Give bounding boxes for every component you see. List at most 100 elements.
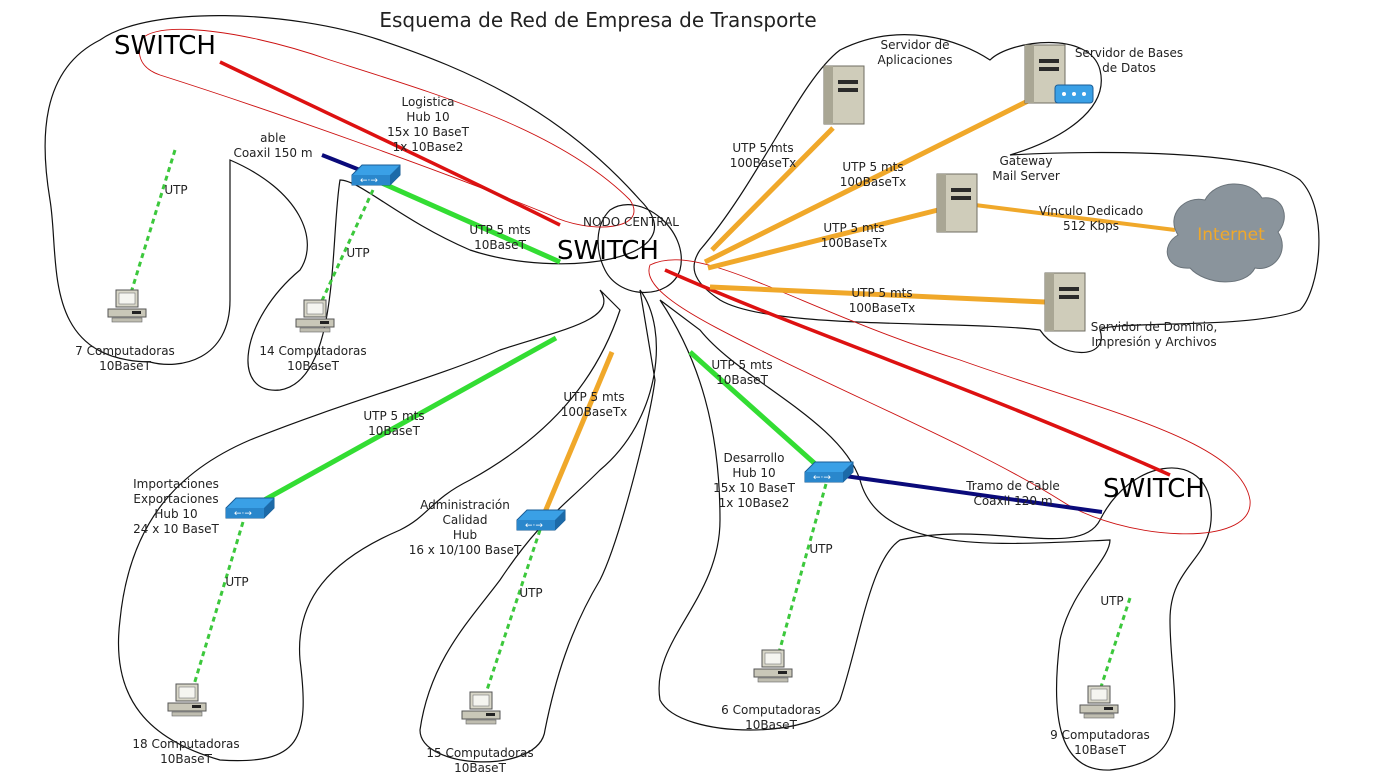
- utp-label-c9: UTP: [1100, 594, 1123, 608]
- coax-desarrollo: [844, 474, 1103, 514]
- pc-c15-icon: [461, 691, 501, 725]
- hub-importaciones-icon: [225, 497, 275, 520]
- server-dominio-label-line-1: Impresión y Archivos: [1091, 335, 1216, 349]
- utp-c15: [483, 529, 542, 697]
- utp-c9: [1098, 597, 1132, 691]
- utp-label-c15: UTP: [519, 586, 542, 600]
- cable-administracion: [542, 351, 615, 513]
- link-dominio-label-line-1: 100BaseTx: [849, 301, 916, 315]
- computers-c9-label-line-0: 9 Computadoras: [1050, 728, 1150, 742]
- internet-link-label: Vínculo Dedicado 512 Kbps: [1039, 204, 1143, 233]
- hub-importaciones-label-line-1: Exportaciones: [133, 492, 218, 506]
- utp-c6: [776, 483, 828, 657]
- hub-desarrollo-label-line-3: 1x 10Base2: [719, 496, 790, 510]
- server-aplicaciones-label-line-0: Servidor de: [880, 38, 949, 52]
- link-gateway-label-line-0: UTP 5 mts: [823, 221, 884, 235]
- link-desarrollo-label: UTP 5 mts 10BaseT: [711, 358, 772, 387]
- computers-c7-label: 7 Computadoras 10BaseT: [75, 344, 175, 373]
- pc-c9-icon: [1079, 685, 1119, 719]
- internet-cloud: Internet: [1166, 183, 1285, 283]
- link-logistica-label-line-1: 10BaseT: [474, 238, 526, 252]
- pc-c7-icon: [107, 289, 147, 323]
- computers-c15-label: 15 Computadoras 10BaseT: [426, 746, 533, 775]
- link-logistica-label-line-0: UTP 5 mts: [469, 223, 530, 237]
- link-gateway-label: UTP 5 mts 100BaseTx: [821, 221, 888, 250]
- internet-link-label-line-0: Vínculo Dedicado: [1039, 204, 1143, 218]
- cable-logistica: [373, 177, 562, 265]
- server-dominio-label-line-0: Servidor de Dominio,: [1091, 320, 1218, 334]
- database-icon: [1054, 84, 1094, 104]
- hub-administracion-label-line-1: Calidad: [443, 513, 488, 527]
- hub-desarrollo-label: Desarrollo Hub 10 15x 10 BaseT 1x 10Base2: [713, 451, 795, 510]
- hub-logistica-label: Logistica Hub 10 15x 10 BaseT 1x 10Base2: [387, 95, 469, 154]
- cable-gateway: [707, 207, 939, 271]
- outline-left-lower: [118, 289, 621, 762]
- hub-importaciones-label-line-0: Importaciones: [133, 477, 219, 491]
- link-aplicaciones-label-line-1: 100BaseTx: [730, 156, 797, 170]
- hub-administracion-label-line-3: 16 x 10/100 BaseT: [409, 543, 522, 557]
- computers-c14-label-line-1: 10BaseT: [287, 359, 339, 373]
- link-importaciones-label-line-0: UTP 5 mts: [363, 409, 424, 423]
- computers-c9-label: 9 Computadoras 10BaseT: [1050, 728, 1150, 757]
- link-desarrollo-label-line-1: 10BaseT: [716, 373, 768, 387]
- computers-c15-label-line-1: 10BaseT: [454, 761, 506, 775]
- computers-c18-label-line-0: 18 Computadoras: [132, 737, 239, 751]
- utp-c18: [191, 521, 245, 689]
- link-administracion-label-line-0: UTP 5 mts: [563, 390, 624, 404]
- server-dominio-label: Servidor de Dominio, Impresión y Archivos: [1091, 320, 1218, 349]
- server-bases-datos-label: Servidor de Bases de Datos: [1075, 46, 1183, 75]
- switch-label-top-left: SWITCH: [114, 31, 216, 61]
- hub-administracion-icon: [516, 509, 566, 532]
- coax-logistica-label-line-1: Coaxil 150 m: [233, 146, 312, 160]
- link-bases-datos-label: UTP 5 mts 100BaseTx: [840, 160, 907, 189]
- hub-logistica-label-line-2: 15x 10 BaseT: [387, 125, 469, 139]
- hub-desarrollo-label-line-1: Hub 10: [732, 466, 775, 480]
- page-title: Esquema de Red de Empresa de Transporte: [379, 8, 816, 32]
- server-gateway-icon: [936, 173, 978, 233]
- hub-logistica-label-line-0: Logistica: [401, 95, 454, 109]
- server-dominio-icon: [1044, 272, 1086, 332]
- hub-logistica-label-line-3: 1x 10Base2: [393, 140, 464, 154]
- utp-label-c6: UTP: [809, 542, 832, 556]
- hub-administracion-label-line-2: Hub: [453, 528, 477, 542]
- pc-c6-icon: [753, 649, 793, 683]
- coax-desarrollo-label-line-0: Tramo de Cable: [965, 479, 1060, 493]
- server-bases-datos-label-line-0: Servidor de Bases: [1075, 46, 1183, 60]
- utp-label-c7: UTP: [164, 183, 187, 197]
- cloud-icon: [1166, 183, 1285, 283]
- outline-center-core: [597, 204, 682, 293]
- computers-c6-label-line-0: 6 Computadoras: [721, 703, 821, 717]
- hub-importaciones-label-line-2: Hub 10: [154, 507, 197, 521]
- internet-link-label-line-1: 512 Kbps: [1063, 219, 1119, 233]
- link-dominio-label: UTP 5 mts 100BaseTx: [849, 286, 916, 315]
- hub-logistica-label-line-1: Hub 10: [406, 110, 449, 124]
- link-desarrollo-label-line-0: UTP 5 mts: [711, 358, 772, 372]
- cable-aplicaciones: [710, 126, 835, 252]
- utp-label-c18: UTP: [225, 575, 248, 589]
- server-gateway-label-line-0: Gateway: [999, 154, 1052, 168]
- cable-bases-datos: [703, 97, 1032, 265]
- server-aplicaciones-icon: [823, 65, 865, 125]
- outline-right-upper: [693, 34, 1320, 353]
- computers-c7-label-line-1: 10BaseT: [99, 359, 151, 373]
- computers-c18-label: 18 Computadoras 10BaseT: [132, 737, 239, 766]
- cable-internet: [974, 203, 1176, 232]
- link-aplicaciones-label-line-0: UTP 5 mts: [732, 141, 793, 155]
- utp-c7: [128, 149, 177, 297]
- hub-desarrollo-label-line-0: Desarrollo: [724, 451, 785, 465]
- server-gateway-label-line-1: Mail Server: [992, 169, 1060, 183]
- link-dominio-label-line-0: UTP 5 mts: [851, 286, 912, 300]
- outline-bottom-center: [419, 289, 657, 763]
- link-bases-datos-label-line-0: UTP 5 mts: [842, 160, 903, 174]
- hub-administracion-label: Administración Calidad Hub 16 x 10/100 Base…: [409, 498, 522, 557]
- utp-c14: [318, 189, 375, 306]
- cable-importaciones: [248, 335, 558, 511]
- switch-label-center: SWITCH: [557, 236, 659, 266]
- coax-logistica-label: able Coaxil 150 m: [233, 131, 312, 160]
- link-administracion-label: UTP 5 mts 100BaseTx: [561, 390, 628, 419]
- hub-desarrollo-label-line-2: 15x 10 BaseT: [713, 481, 795, 495]
- cable-dominio: [709, 284, 1046, 305]
- coax-logistica-label-line-0: able: [260, 131, 286, 145]
- hub-importaciones-label-line-3: 24 x 10 BaseT: [133, 522, 219, 536]
